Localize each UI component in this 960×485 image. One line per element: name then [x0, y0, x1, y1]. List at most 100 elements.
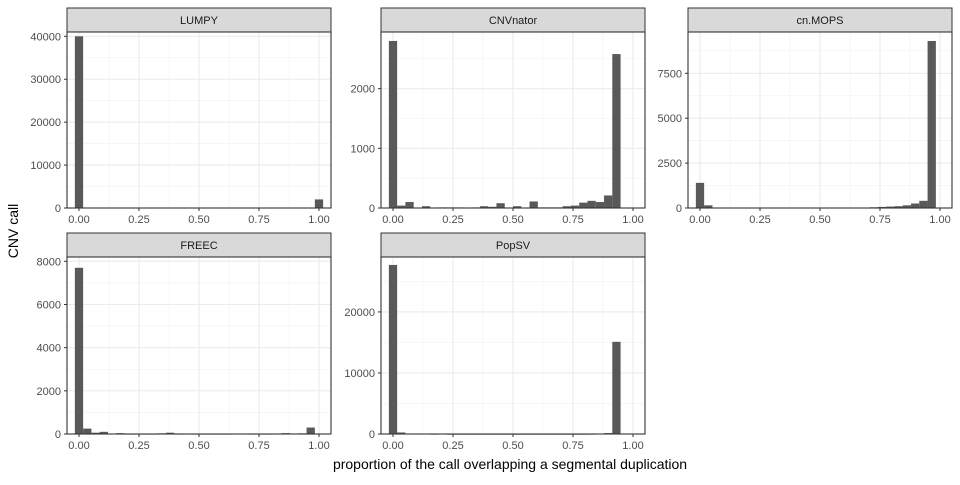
x-tick-label: 0.75: [248, 440, 269, 452]
x-tick-label: 0.00: [689, 214, 710, 226]
histogram-bar: [91, 432, 100, 434]
x-tick-label: 0.25: [442, 440, 463, 452]
y-tick-label: 0: [55, 429, 61, 441]
histogram-bar: [165, 432, 175, 434]
histogram-bar: [512, 206, 522, 208]
histogram-bar: [612, 54, 621, 208]
x-tick-label: 1.00: [308, 440, 329, 452]
histogram-bar: [421, 206, 431, 208]
x-tick-label: 0.25: [442, 214, 463, 226]
y-axis-title: CNV call: [5, 204, 21, 258]
histogram-bar: [612, 341, 621, 434]
histogram-bar: [479, 206, 489, 208]
histogram-bar: [99, 431, 108, 434]
x-tick-label: 0.00: [68, 214, 89, 226]
x-tick-label: 0.50: [188, 214, 209, 226]
y-tick-label: 6000: [37, 299, 61, 311]
y-tick-label: 20000: [344, 307, 375, 319]
histogram-bar: [919, 200, 928, 208]
x-tick-label: 0.75: [562, 440, 583, 452]
x-tick-label: 0.00: [382, 440, 403, 452]
facet-strip: [687, 7, 953, 33]
y-tick-label: 30000: [30, 74, 61, 86]
y-tick-label: 2000: [351, 84, 375, 96]
y-tick-label: 1000: [351, 143, 375, 155]
histogram-bar: [529, 201, 538, 208]
facet-popsv: PopSV 0.00 0.25 0.50 0.75 1.00 0 10000 20000: [344, 232, 646, 452]
y-tick-label: 0: [369, 429, 375, 441]
panel-border: [66, 256, 332, 435]
histogram-bar: [388, 40, 398, 208]
facet-cnvnator: CNVnator 0.00 0.25 0.50 0.75 1.00 0 1000 2000: [351, 7, 646, 226]
y-tick-label: 5000: [658, 113, 682, 125]
y-tick-label: 0: [676, 203, 682, 215]
y-tick-label: 2000: [37, 386, 61, 398]
histogram-bar: [886, 206, 895, 208]
facet-strip-label: FREEC: [180, 240, 217, 252]
histogram-bar: [306, 427, 315, 434]
histogram-bar: [927, 40, 936, 209]
facet-strip-label: CNVnator: [489, 15, 538, 27]
x-tick-label: 1.00: [308, 214, 329, 226]
histogram-bar: [604, 195, 613, 208]
facet-strip: [380, 232, 646, 258]
histogram-bar: [894, 206, 903, 208]
x-tick-label: 0.75: [248, 214, 269, 226]
histogram-bar: [911, 203, 920, 208]
x-tick-label: 0.25: [749, 214, 770, 226]
x-tick-label: 0.50: [188, 440, 209, 452]
facet-freec: FREEC 0.00 0.25 0.50 0.75 1.00 0 2000 4000 6000 80…: [37, 232, 332, 452]
histogram-bar: [405, 202, 414, 208]
histogram-bar: [695, 182, 705, 208]
y-tick-label: 0: [369, 203, 375, 215]
histogram-bar: [902, 205, 912, 208]
histogram-bar: [704, 205, 713, 208]
panel-border: [380, 256, 646, 435]
y-tick-label: 8000: [37, 256, 61, 268]
histogram-bar: [595, 202, 605, 208]
x-tick-label: 1.00: [622, 214, 643, 226]
histogram-bar: [397, 432, 406, 434]
x-tick-label: 0.50: [502, 440, 523, 452]
facet-strip: [66, 232, 332, 258]
histogram-bar: [74, 36, 84, 209]
y-tick-label: 0: [55, 203, 61, 215]
facet-lumpy: LUMPY 0.00 0.25 0.50 0.75 1.00 0 10000 20000 3000…: [30, 7, 332, 226]
histogram-bar: [397, 205, 406, 208]
histogram-bar: [570, 205, 580, 208]
x-tick-label: 0.75: [562, 214, 583, 226]
facet-strip-label: LUMPY: [180, 15, 219, 27]
histogram-bar: [74, 267, 84, 434]
y-tick-label: 10000: [344, 368, 375, 380]
facet-strip-label: PopSV: [496, 240, 531, 252]
y-tick-label: 40000: [30, 31, 61, 43]
x-tick-label: 0.00: [68, 440, 89, 452]
y-tick-label: 7500: [658, 68, 682, 80]
facet-strip: [66, 7, 332, 33]
histogram-bar: [562, 206, 571, 208]
x-tick-label: 0.50: [809, 214, 830, 226]
panel-border: [66, 31, 332, 209]
x-axis-title: proportion of the call overlapping a seg…: [333, 456, 687, 472]
x-tick-label: 1.00: [929, 214, 950, 226]
histogram-bar: [587, 200, 596, 208]
y-tick-label: 10000: [30, 160, 61, 172]
y-tick-label: 4000: [37, 343, 61, 355]
histogram-bar: [83, 428, 92, 434]
y-tick-label: 20000: [30, 117, 61, 129]
histogram-bar: [388, 264, 398, 434]
facet-strip-label: cn.MOPS: [796, 15, 843, 27]
x-tick-label: 1.00: [622, 440, 643, 452]
histogram-bar: [314, 199, 324, 208]
x-tick-label: 0.00: [382, 214, 403, 226]
y-tick-label: 2500: [658, 158, 682, 170]
histogram-bar: [488, 206, 497, 208]
x-tick-label: 0.25: [128, 440, 149, 452]
panel-border: [687, 31, 953, 209]
histogram-bar: [579, 202, 588, 208]
panel-border: [380, 31, 646, 209]
facet-cn-mops: cn.MOPS 0.00 0.25 0.50 0.75 1.00 0 2500 5000 7500: [658, 7, 953, 226]
histogram-bar: [496, 203, 505, 208]
